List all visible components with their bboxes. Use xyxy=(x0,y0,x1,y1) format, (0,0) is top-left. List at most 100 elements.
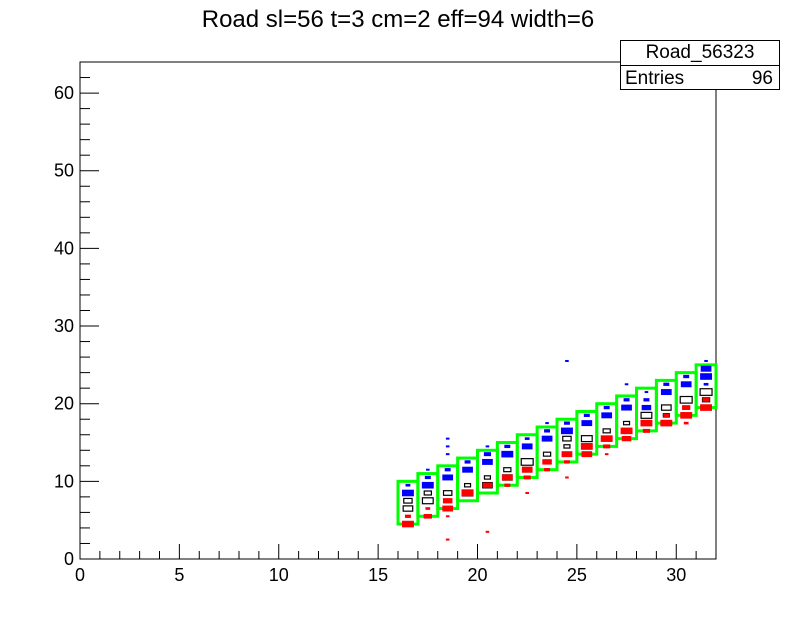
x-tick-label-1: 5 xyxy=(174,565,184,585)
red-cell-35 xyxy=(702,397,710,402)
blue-cell-12 xyxy=(485,445,490,448)
blue-cell-31 xyxy=(621,404,632,411)
blue-cell-28 xyxy=(601,412,613,419)
blue-cell-24 xyxy=(560,427,573,435)
red-cell-0 xyxy=(404,514,411,518)
red-cell-29 xyxy=(642,428,651,433)
red-cell-6 xyxy=(445,515,450,518)
blue-cell-40 xyxy=(700,365,712,372)
blue-cell-15 xyxy=(504,444,511,449)
red-cell-31 xyxy=(660,419,673,427)
black-cell-11 xyxy=(520,458,534,466)
red-cell-19 xyxy=(563,460,570,464)
blue-cell-36 xyxy=(660,389,672,396)
red-cell-1 xyxy=(401,520,414,528)
stats-box: Road_56323 Entries 96 xyxy=(620,40,780,90)
red-cell-33 xyxy=(680,412,693,419)
y-tick-label-4: 40 xyxy=(54,238,74,258)
red-cell-32 xyxy=(682,405,691,410)
red-cell-34 xyxy=(683,421,689,425)
blue-cell-20 xyxy=(544,429,551,433)
blue-cell-39 xyxy=(704,359,708,362)
black-cell-16 xyxy=(563,444,571,449)
blue-cell-34 xyxy=(641,404,652,411)
red-cell-14 xyxy=(523,475,531,480)
x-tick-label-4: 20 xyxy=(467,565,487,585)
blue-cell-6 xyxy=(445,445,450,448)
x-tick-label-0: 0 xyxy=(75,565,85,585)
blue-cell-5 xyxy=(445,437,450,440)
blue-cell-10 xyxy=(464,460,471,464)
blue-cell-16 xyxy=(501,450,514,458)
x-tick-label-6: 30 xyxy=(666,565,686,585)
blue-cell-33 xyxy=(643,398,650,402)
red-cell-2 xyxy=(425,507,431,510)
black-cell-4 xyxy=(442,490,453,496)
data-cells xyxy=(401,359,713,541)
stats-entries-value: 96 xyxy=(751,68,773,89)
blue-cell-14 xyxy=(482,458,493,465)
blue-cell-2 xyxy=(426,468,430,471)
black-cell-2 xyxy=(423,490,432,496)
y-tick-label-0: 0 xyxy=(64,549,74,569)
x-tick-label-5: 25 xyxy=(567,565,587,585)
black-cell-15 xyxy=(562,435,572,442)
blue-cell-7 xyxy=(445,453,450,456)
black-cell-13 xyxy=(542,451,552,457)
blue-cell-8 xyxy=(444,468,451,472)
blue-cell-37 xyxy=(683,374,690,379)
red-cell-3 xyxy=(423,513,432,519)
y-tick-label-5: 50 xyxy=(54,161,74,181)
blue-cell-23 xyxy=(563,421,570,425)
blue-cell-38 xyxy=(680,381,692,388)
red-cell-9 xyxy=(482,482,493,488)
blue-cell-18 xyxy=(521,443,533,450)
black-cell-24 xyxy=(640,411,653,419)
blue-cell-0 xyxy=(405,483,411,487)
blue-cell-1 xyxy=(401,489,414,497)
blue-cell-25 xyxy=(583,413,590,417)
stats-entries-label: Entries xyxy=(625,68,685,89)
x-tick-label-2: 10 xyxy=(269,565,289,585)
red-cell-18 xyxy=(561,451,573,458)
red-cell-15 xyxy=(525,491,529,494)
black-cell-1 xyxy=(402,505,414,512)
red-cell-21 xyxy=(580,443,593,450)
red-cell-23 xyxy=(600,435,613,442)
chart-title: Road sl=56 t=3 cm=2 eff=94 width=6 xyxy=(201,6,595,33)
red-cell-26 xyxy=(620,427,633,435)
black-cell-30 xyxy=(699,388,713,396)
red-cell-10 xyxy=(485,530,490,533)
blue-cell-21 xyxy=(541,435,553,442)
red-cell-30 xyxy=(663,413,670,417)
blue-cell-30 xyxy=(623,398,630,402)
red-cell-8 xyxy=(461,489,474,497)
red-cell-22 xyxy=(581,451,593,458)
red-cell-5 xyxy=(442,505,454,512)
black-cell-7 xyxy=(483,475,492,480)
blue-cell-22 xyxy=(565,359,569,362)
red-cell-4 xyxy=(442,498,453,504)
x-tick-label-3: 15 xyxy=(368,565,388,585)
blue-cell-26 xyxy=(581,420,593,427)
blue-cell-35 xyxy=(663,382,670,386)
blue-cell-19 xyxy=(545,422,549,425)
blue-cell-41 xyxy=(700,373,713,380)
blue-cell-17 xyxy=(524,437,530,440)
red-cell-36 xyxy=(700,404,713,411)
axes: 0 5 10 15 20 25 30 0 10 20 30 40 50 60 xyxy=(54,61,717,585)
blue-cell-9 xyxy=(442,474,454,481)
blue-cell-4 xyxy=(421,481,434,489)
black-cell-9 xyxy=(503,467,512,473)
black-cell-26 xyxy=(660,404,672,411)
red-cell-7 xyxy=(445,538,450,541)
black-cell-5 xyxy=(463,482,472,488)
red-cell-12 xyxy=(504,483,511,487)
black-cell-22 xyxy=(622,420,631,426)
red-cell-13 xyxy=(521,466,533,473)
red-cell-17 xyxy=(544,468,551,472)
blue-cell-11 xyxy=(462,466,473,473)
blue-cell-32 xyxy=(644,391,649,394)
y-tick-label-2: 20 xyxy=(54,394,74,414)
